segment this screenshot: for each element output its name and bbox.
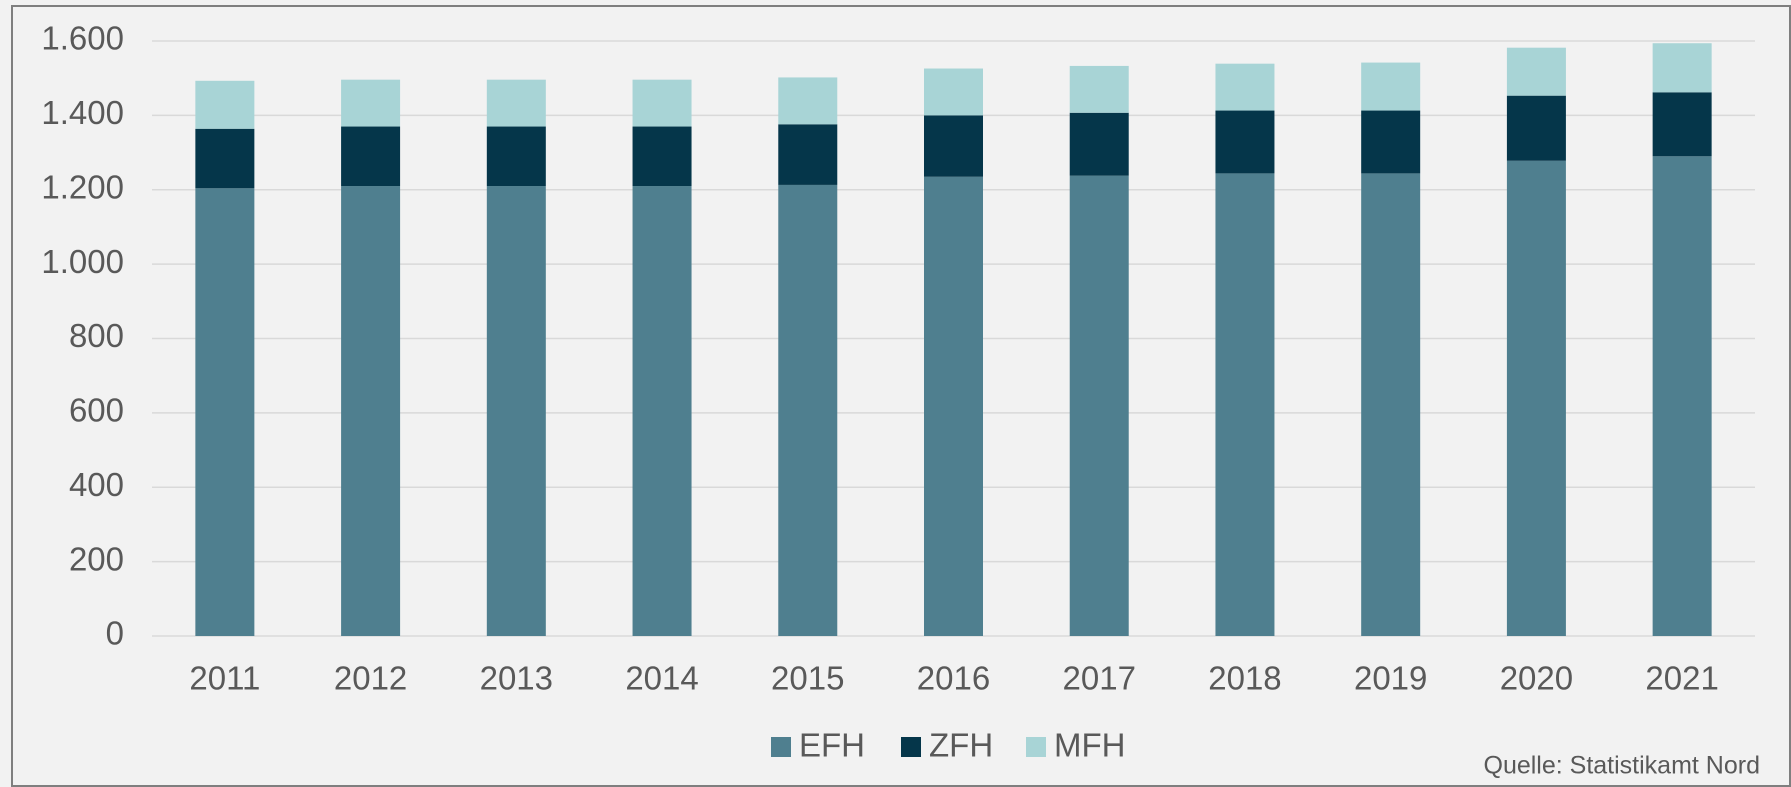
y-tick-label: 1.400: [41, 94, 124, 131]
bar-segment: [195, 80, 255, 129]
bar-segment: [1506, 95, 1566, 161]
x-tick-label: 2011: [189, 660, 260, 697]
bar-segment: [924, 68, 983, 116]
x-tick-label: 2014: [625, 660, 698, 697]
bar-segment: [778, 77, 838, 125]
x-tick-label: 2017: [1063, 660, 1136, 697]
x-tick-label: 2021: [1645, 660, 1718, 697]
bar-segment: [924, 176, 983, 636]
source-note: Quelle: Statistikamt Nord: [1484, 752, 1761, 780]
bar-segment: [1069, 112, 1129, 176]
x-tick-label: 2015: [771, 660, 844, 697]
x-tick-label: 2019: [1354, 660, 1427, 697]
x-tick-label: 2018: [1208, 660, 1281, 697]
bar-segment: [486, 126, 546, 187]
y-tick-label: 600: [69, 392, 124, 429]
bar-segment: [1215, 110, 1275, 174]
y-tick-label: 1.600: [41, 20, 124, 57]
bar-segment: [1506, 160, 1566, 636]
bar-segment: [778, 184, 838, 636]
bar-segment: [924, 115, 983, 177]
chart-frame: [11, 5, 1791, 787]
bar-segment: [1069, 65, 1129, 113]
y-tick-label: 400: [69, 466, 124, 503]
bar-segment: [486, 186, 546, 636]
y-tick-label: 1.200: [41, 168, 124, 205]
bar-segment: [341, 79, 401, 127]
legend-label: EFH: [799, 727, 865, 764]
bar-segment: [195, 128, 255, 189]
bar-segment: [632, 79, 692, 127]
x-tick-label: 2013: [480, 660, 553, 697]
bar-segment: [1361, 173, 1421, 636]
bar-segment: [1506, 47, 1566, 96]
legend-swatch: [1026, 737, 1046, 757]
y-tick-label: 0: [106, 615, 124, 652]
bar-segment: [1652, 156, 1712, 636]
bar-segment: [778, 124, 838, 185]
y-tick-label: 200: [69, 540, 124, 577]
legend-swatch: [901, 737, 921, 757]
y-tick-label: 800: [69, 317, 124, 354]
legend-label: MFH: [1054, 727, 1125, 764]
bar-segment: [1215, 63, 1275, 111]
bar-segment: [486, 79, 546, 127]
bar-segment: [195, 188, 255, 636]
legend-label: ZFH: [929, 727, 993, 764]
x-tick-label: 2020: [1500, 660, 1573, 697]
bar-segment: [1069, 175, 1129, 636]
legend-swatch: [771, 737, 791, 757]
x-tick-label: 2012: [334, 660, 407, 697]
bar-segment: [632, 126, 692, 187]
bar-segment: [1361, 62, 1421, 111]
x-tick-label: 2016: [917, 660, 990, 697]
bar-segment: [1652, 43, 1712, 93]
bar-segment: [1215, 173, 1275, 636]
bar-segment: [632, 186, 692, 636]
bar-segment: [341, 186, 401, 636]
bar-segment: [1361, 110, 1421, 174]
bar-segment: [341, 126, 401, 187]
bar-segment: [1652, 92, 1712, 157]
y-tick-label: 1.000: [41, 243, 124, 280]
